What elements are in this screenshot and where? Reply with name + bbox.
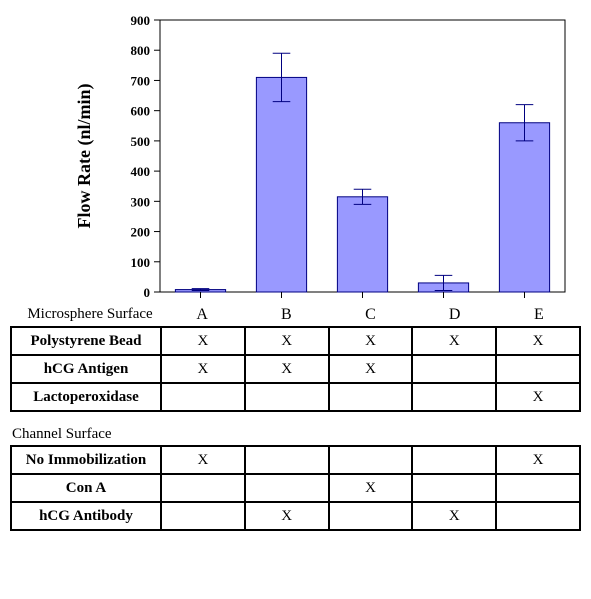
microsphere-row-label: Lactoperoxidase <box>11 383 161 411</box>
svg-text:600: 600 <box>131 104 151 119</box>
svg-text:0: 0 <box>144 285 151 300</box>
microsphere-row: Lactoperoxidase X <box>11 383 580 411</box>
svg-text:500: 500 <box>131 134 151 149</box>
svg-text:100: 100 <box>131 255 151 270</box>
channel-cell <box>412 474 496 502</box>
microsphere-cell: X <box>329 327 413 355</box>
microsphere-surface-table: Polystyrene BeadXXXXXhCG AntigenXXXLacto… <box>10 326 581 412</box>
channel-cell <box>496 474 580 502</box>
microsphere-cell <box>161 383 245 411</box>
microsphere-row-label: hCG Antigen <box>11 355 161 383</box>
channel-cell: X <box>161 446 245 474</box>
channel-row-label: No Immobilization <box>11 446 161 474</box>
category-label-c: C <box>328 306 412 324</box>
category-label-a: A <box>160 306 244 324</box>
category-label-d: D <box>413 306 497 324</box>
microsphere-cell: X <box>245 327 329 355</box>
channel-cell <box>245 446 329 474</box>
channel-cell <box>161 502 245 530</box>
microsphere-cell: X <box>496 327 580 355</box>
channel-cell: X <box>412 502 496 530</box>
microsphere-row-label: Polystyrene Bead <box>11 327 161 355</box>
svg-text:400: 400 <box>131 164 151 179</box>
channel-cell: X <box>245 502 329 530</box>
channel-cell <box>412 446 496 474</box>
microsphere-row: Polystyrene BeadXXXXX <box>11 327 580 355</box>
channel-row-label: hCG Antibody <box>11 502 161 530</box>
microsphere-cell <box>412 383 496 411</box>
category-label-e: E <box>497 306 581 324</box>
channel-surface-title: Channel Surface <box>12 426 581 443</box>
channel-row: hCG Antibody X X <box>11 502 580 530</box>
svg-text:300: 300 <box>131 194 151 209</box>
microsphere-cell <box>329 383 413 411</box>
microsphere-cell <box>496 355 580 383</box>
channel-cell <box>329 502 413 530</box>
svg-text:Flow Rate (nl/min): Flow Rate (nl/min) <box>74 84 95 229</box>
microsphere-cell <box>412 355 496 383</box>
microsphere-cell <box>245 383 329 411</box>
figure: 0 100 200 300 400 500 600 700 800 900 Flow Rate (n… <box>10 10 581 531</box>
svg-text:700: 700 <box>131 73 151 88</box>
channel-cell <box>329 446 413 474</box>
microsphere-surface-label: Microsphere Surface <box>20 306 160 324</box>
microsphere-surface-label-text: Microsphere Surface <box>27 306 152 322</box>
channel-row-label: Con A <box>11 474 161 502</box>
microsphere-cell: X <box>329 355 413 383</box>
channel-surface-table: No ImmobilizationXXCon AXhCG AntibodyXX <box>10 445 581 531</box>
channel-row: No ImmobilizationXX <box>11 446 580 474</box>
svg-text:200: 200 <box>131 225 151 240</box>
microsphere-cell: X <box>161 327 245 355</box>
channel-cell <box>161 474 245 502</box>
microsphere-row: hCG AntigenXXX <box>11 355 580 383</box>
channel-cell <box>496 502 580 530</box>
category-label-b: B <box>244 306 328 324</box>
microsphere-cell: X <box>161 355 245 383</box>
microsphere-cell: X <box>245 355 329 383</box>
channel-row: Con A X <box>11 474 580 502</box>
svg-text:800: 800 <box>131 43 151 58</box>
microsphere-cell: X <box>496 383 580 411</box>
channel-cell: X <box>496 446 580 474</box>
svg-text:900: 900 <box>131 13 151 28</box>
microsphere-cell: X <box>412 327 496 355</box>
category-cells: ABCDE <box>160 306 581 324</box>
channel-cell <box>245 474 329 502</box>
flow-rate-bar-chart: 0 100 200 300 400 500 600 700 800 900 Flow Rate (n… <box>20 10 575 300</box>
x-axis-row: Microsphere Surface ABCDE <box>20 306 581 324</box>
channel-cell: X <box>329 474 413 502</box>
